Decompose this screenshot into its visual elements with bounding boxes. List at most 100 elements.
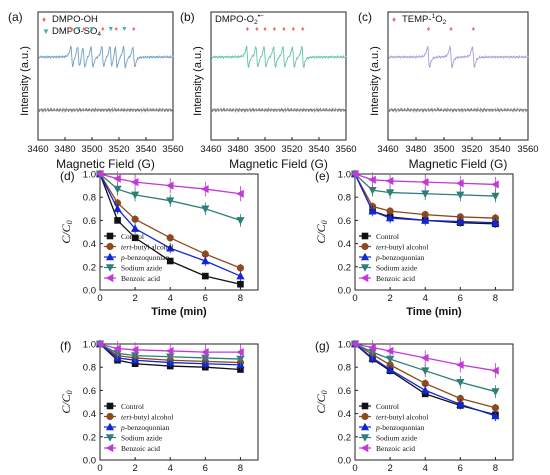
peak-marker: ♦ (292, 26, 296, 33)
series-line (99, 173, 241, 269)
legend-entry: tert-butyl alcohol (376, 243, 428, 252)
legend-marker (360, 264, 370, 272)
y-tick-label: 0.6 (83, 216, 96, 227)
legend-marker (361, 232, 369, 240)
x-tick-label: 2 (387, 293, 392, 304)
peak-marker: ♦ (263, 26, 267, 33)
legend-entry: Benzoic acid (121, 444, 160, 453)
x-tick-label: 6 (203, 463, 208, 474)
peak-marker: ♦ (70, 26, 74, 33)
legend-marker: ▼ (42, 27, 50, 36)
peak-marker: ♦ (273, 26, 277, 33)
data-point (421, 386, 430, 394)
series-line (354, 173, 496, 219)
x-tick-label: 3500 (254, 144, 275, 155)
data-point (386, 189, 395, 197)
x-axis-label: Magnetic Field (G) (229, 157, 328, 171)
data-point (368, 186, 377, 195)
data-point (113, 174, 121, 183)
data-point (236, 271, 245, 280)
panel-label: (f) (60, 339, 71, 353)
y-tick-label: 0.0 (83, 456, 96, 467)
data-point (95, 169, 104, 179)
legend-entry: Benzoic acid (376, 444, 415, 453)
x-tick-label: 0 (352, 293, 357, 304)
legend-entry: Control (121, 232, 144, 241)
data-point (131, 234, 139, 242)
panel-c: 3460 3480 3500 3520 3540 3560 Magnetic Field (… (358, 10, 539, 171)
x-tick-label: 6 (458, 463, 463, 474)
y-axis-label: C/C0 (314, 390, 329, 413)
plot-frame (354, 343, 514, 461)
x-tick-label: 0 (352, 463, 357, 474)
series-line (354, 343, 496, 417)
x-tick-label: 3480 (227, 144, 248, 155)
series-line (99, 343, 241, 353)
x-tick-label: 3560 (335, 144, 356, 155)
data-point (491, 366, 499, 375)
series-line (99, 173, 241, 195)
data-point (130, 178, 139, 187)
legend-entry: Sodium azide (121, 264, 163, 273)
data-point (456, 360, 464, 369)
peak-marker: ♦ (82, 26, 86, 33)
data-point (491, 388, 500, 396)
data-point (113, 344, 121, 353)
data-point (456, 217, 465, 225)
peak-marker: ♦ (472, 26, 476, 33)
data-point (421, 379, 429, 388)
peak-marker: ♦ (255, 26, 259, 33)
y-axis-label: C/C0 (314, 220, 329, 243)
y-tick-label: 0.2 (83, 432, 96, 443)
data-point (201, 250, 209, 258)
data-point (166, 257, 174, 265)
data-point (236, 264, 245, 272)
data-point (165, 181, 174, 190)
peak-marker: ♦ (427, 26, 431, 33)
y-tick-label: 0.2 (83, 262, 96, 273)
panel-label: (a) (8, 10, 23, 24)
plot-frame (99, 173, 259, 291)
legend-marker (105, 434, 115, 442)
legend-entry: Control (121, 402, 144, 411)
peak-marker: ♦ (101, 26, 105, 33)
data-point (491, 180, 499, 189)
data-point (166, 243, 175, 252)
y-tick-label: 0.6 (338, 216, 351, 227)
data-point (386, 213, 395, 222)
y-axis-label: C/C0 (59, 390, 74, 413)
data-point (491, 192, 500, 201)
legend-marker: ♦ (42, 15, 46, 24)
x-axis-label: Time (min) (406, 306, 462, 318)
y-tick-label: 0.8 (338, 363, 351, 374)
legend-marker (360, 443, 369, 453)
legend-entry: p-benzoquonian (375, 253, 425, 262)
epr-baseline-line (387, 106, 529, 114)
x-tick-label: 3460 (200, 144, 221, 155)
series-line (99, 173, 241, 277)
legend-entry: p-benzoquonian (120, 423, 170, 432)
legend-marker (106, 402, 114, 410)
y-axis-label: Intensity (a.u.) (192, 46, 204, 116)
series-line (354, 173, 496, 186)
y-tick-label: 0.6 (338, 386, 351, 397)
data-point (166, 197, 175, 205)
legend-marker (360, 422, 370, 431)
y-tick-label: 0.8 (83, 363, 96, 374)
x-tick-label: 4 (423, 463, 428, 474)
data-point (368, 175, 376, 184)
x-tick-label: 3500 (81, 144, 102, 155)
x-tick-label: 3480 (405, 144, 426, 155)
y-tick-label: 1.0 (83, 340, 96, 351)
legend-marker (105, 273, 114, 283)
legend-entry: tert-butyl alcohol (121, 413, 173, 422)
data-point (166, 234, 174, 242)
data-point (95, 339, 104, 349)
x-tick-label: 3520 (108, 144, 129, 155)
legend-marker (360, 434, 370, 442)
legend-entry: Control (376, 232, 399, 241)
data-point (113, 185, 122, 194)
y-tick-label: 0.2 (338, 432, 351, 443)
panel-label: (g) (315, 339, 330, 353)
